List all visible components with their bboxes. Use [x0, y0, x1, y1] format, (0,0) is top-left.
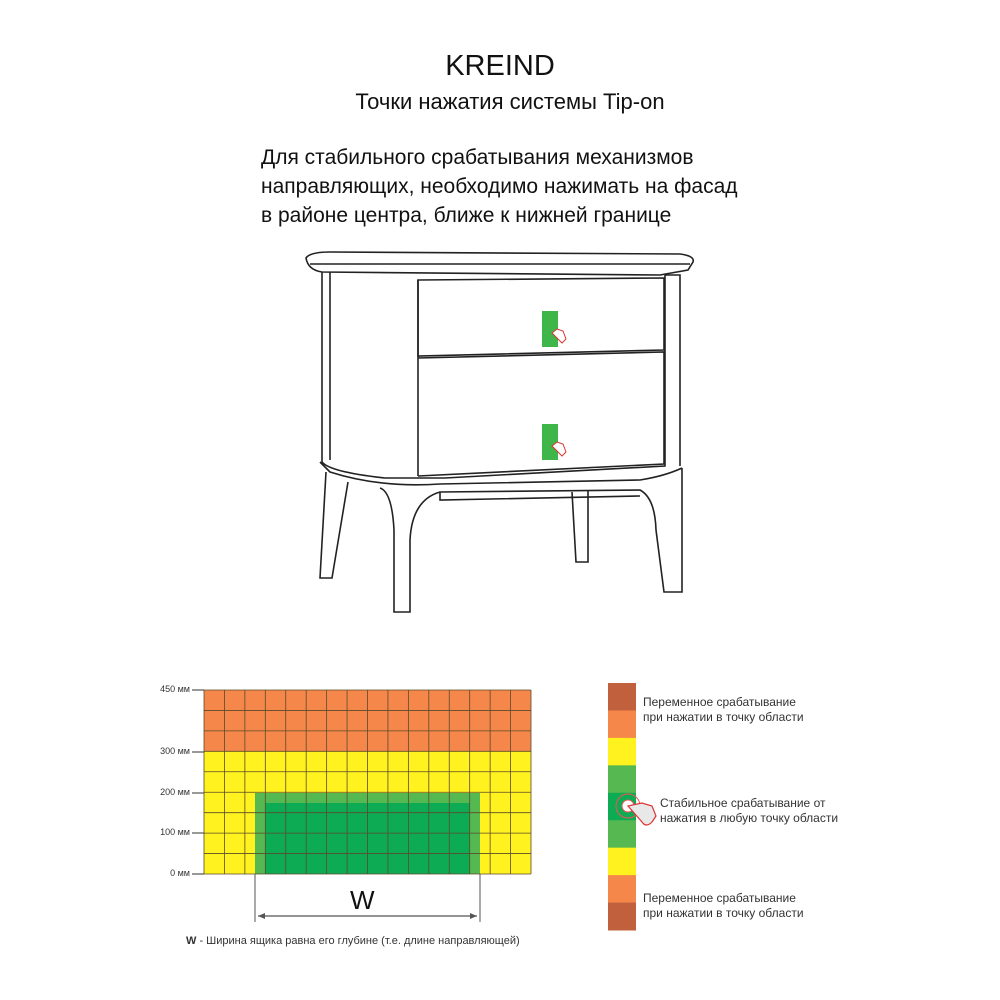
- legend-swatch: [608, 875, 636, 904]
- legend-swatch: [608, 902, 636, 931]
- intro-line: направляющих, необходимо нажимать на фас…: [261, 175, 738, 198]
- legend-line: нажатия в любую точку области: [660, 811, 839, 825]
- legend-swatch: [608, 710, 636, 739]
- note-text: - Ширина ящика равна его глубине (т.е. д…: [196, 935, 520, 947]
- tick-label: 450 мм: [160, 684, 190, 694]
- legend-line: Переменное срабатывание: [643, 891, 796, 905]
- legend-swatch: [608, 683, 636, 711]
- legend-line: Переменное срабатывание: [643, 695, 796, 709]
- brand-title: KREIND: [445, 50, 555, 82]
- intro-text: Для стабильного срабатывания механизмов …: [261, 143, 738, 230]
- tick-label: 300 мм: [160, 746, 190, 756]
- legend-swatch: [608, 765, 636, 794]
- width-note: W - Ширина ящика равна его глубине (т.е.…: [186, 935, 520, 947]
- legend-stable: Стабильное срабатывание от нажатия в люб…: [660, 796, 838, 826]
- legend-line: Стабильное срабатывание от: [660, 796, 826, 810]
- hand-pointer-icon: [551, 328, 567, 344]
- tick-label: 200 мм: [160, 787, 190, 797]
- legend-variable-bottom: Переменное срабатывание при нажатии в то…: [643, 891, 804, 921]
- legend-swatch: [608, 847, 636, 876]
- press-zone-top: [542, 311, 558, 347]
- legend-swatch: [608, 820, 636, 849]
- tick-label: 100 мм: [160, 827, 190, 837]
- intro-line: в районе центра, ближе к нижней границе: [261, 204, 672, 227]
- intro-line: Для стабильного срабатывания механизмов: [261, 146, 694, 169]
- subtitle: Точки нажатия системы Tip-on: [355, 89, 665, 114]
- press-zone-bottom: [542, 424, 558, 460]
- note-bold: W: [186, 935, 197, 947]
- hand-pointer-icon: [551, 441, 567, 457]
- hand-pointer-icon: [626, 802, 657, 826]
- legend-line: при нажатии в точку области: [643, 906, 804, 920]
- legend-variable-top: Переменное срабатывание при нажатии в то…: [643, 695, 804, 725]
- tick-label: 0 мм: [170, 868, 190, 878]
- width-label: W: [350, 885, 375, 915]
- legend-swatch: [608, 737, 636, 766]
- legend-line: при нажатии в точку области: [643, 710, 804, 724]
